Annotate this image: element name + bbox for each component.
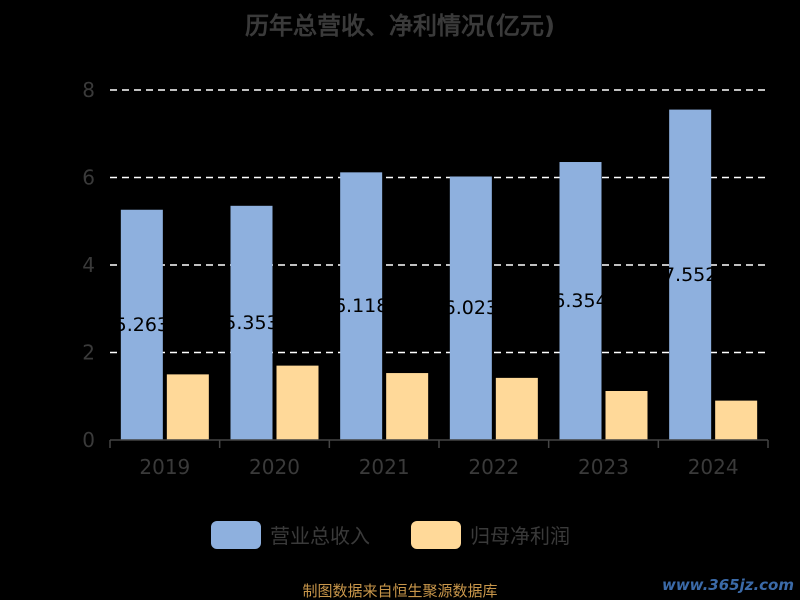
bar-net-profit[interactable] (276, 365, 319, 440)
bar-revenue[interactable] (340, 172, 383, 440)
x-tick-label: 2021 (359, 455, 410, 479)
bar-revenue[interactable] (669, 109, 712, 440)
legend-swatch-net-profit (411, 521, 461, 549)
bar-net-profit[interactable] (386, 373, 429, 440)
y-tick-label: 0 (82, 428, 95, 452)
legend: 营业总收入 归母净利润 (211, 521, 570, 549)
legend-item-net-profit[interactable]: 归母净利润 (411, 521, 570, 549)
legend-item-revenue[interactable]: 营业总收入 (211, 521, 370, 549)
y-tick-label: 6 (82, 166, 95, 190)
watermark: www.365jz.com (662, 576, 794, 594)
value-label-revenue: 7.552 (663, 264, 717, 286)
x-tick-label: 2020 (249, 455, 300, 479)
y-tick-label: 8 (82, 78, 95, 102)
x-tick-label: 2019 (139, 455, 190, 479)
bar-net-profit[interactable] (166, 374, 209, 440)
bar-net-profit[interactable] (715, 400, 758, 440)
chart-title: 历年总营收、净利情况(亿元) (245, 12, 555, 40)
legend-label-revenue: 营业总收入 (270, 524, 370, 548)
legend-label-net-profit: 归母净利润 (470, 524, 570, 548)
y-axis: 0 2 4 6 8 (82, 78, 95, 452)
y-tick-label: 4 (82, 253, 95, 277)
bar-net-profit[interactable] (605, 391, 648, 440)
bar-revenue[interactable] (120, 209, 163, 440)
bars (120, 109, 758, 440)
value-label-revenue: 6.354 (553, 290, 607, 312)
value-label-revenue: 5.353 (224, 312, 278, 334)
legend-swatch-revenue (211, 521, 261, 549)
bar-revenue[interactable] (230, 205, 273, 440)
bar-net-profit[interactable] (495, 377, 538, 440)
x-tick-label: 2024 (688, 455, 739, 479)
bar-revenue[interactable] (449, 176, 492, 440)
value-label-revenue: 6.118 (334, 295, 388, 317)
gridlines (110, 89, 768, 354)
x-axis: 2019 2020 2021 2022 2023 2024 (109, 439, 769, 479)
data-source-note: 制图数据来自恒生聚源数据库 (302, 582, 497, 600)
y-tick-label: 2 (82, 341, 95, 365)
x-tick-label: 2022 (468, 455, 519, 479)
x-tick-label: 2023 (578, 455, 629, 479)
bar-revenue[interactable] (559, 162, 602, 440)
value-label-revenue: 5.263 (115, 314, 169, 336)
value-label-revenue: 6.023 (444, 297, 498, 319)
value-labels: 5.263 5.353 6.118 6.023 6.354 7.552 (115, 264, 718, 336)
